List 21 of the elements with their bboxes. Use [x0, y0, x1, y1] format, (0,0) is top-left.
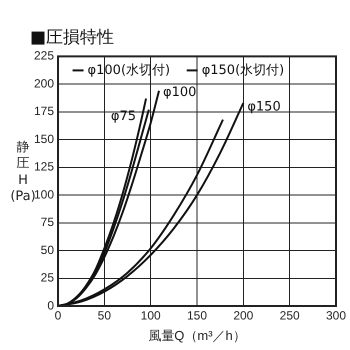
y-tick-label: 225 — [34, 48, 54, 63]
x-tick-label: 100 — [140, 308, 162, 323]
y-tick-label: 125 — [34, 160, 54, 174]
x-tick-label: 200 — [233, 308, 254, 323]
y-tick-label: 25 — [40, 270, 54, 285]
y-tick-label: 200 — [34, 76, 54, 90]
chart-title: ■圧損特性 — [30, 28, 114, 48]
series-label: φ100 — [163, 85, 196, 100]
x-tick-label: 300 — [326, 308, 346, 323]
x-tick-label: 150 — [186, 308, 208, 323]
y-tick-label: 50 — [40, 242, 54, 257]
y-tick-label: 75 — [40, 215, 54, 230]
y-tick-label: 175 — [34, 104, 54, 118]
y-tick-label: 0 — [47, 298, 54, 312]
x-tick-label: 50 — [98, 308, 112, 323]
y-tick-label: 100 — [34, 187, 54, 202]
x-axis-title: 風量Q（m³／h） — [148, 328, 246, 343]
x-tick-label: 250 — [280, 308, 300, 323]
series-label: φ150 — [247, 99, 281, 114]
series-label: φ75 — [110, 108, 136, 124]
y-tick-label: 150 — [34, 132, 54, 146]
